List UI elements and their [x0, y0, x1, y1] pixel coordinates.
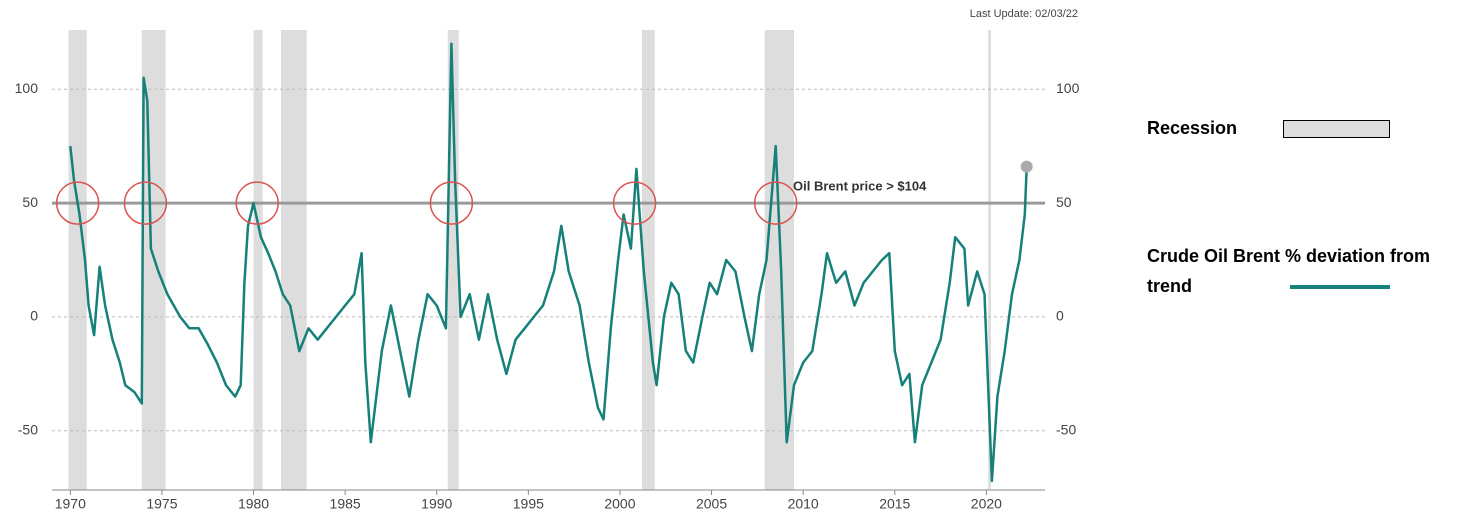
x-tick-label: 2020 [971, 496, 1002, 512]
y-tick-label: 100 [15, 80, 39, 96]
recession [764, 30, 795, 490]
legend-series-swatch [1290, 285, 1390, 289]
x-tick-label: 1985 [330, 496, 361, 512]
highlight-circle [55, 181, 100, 225]
recession [281, 30, 307, 490]
y2-tick-label: 100 [1056, 80, 1080, 96]
x-tick-label: 1980 [238, 496, 269, 512]
x-tick-label: 1975 [146, 496, 177, 512]
recession [988, 30, 991, 490]
x-tick-label: 2010 [788, 496, 819, 512]
x-tick-label: 1995 [513, 496, 544, 512]
highlight-circle [753, 181, 798, 225]
threshold-label: Oil Brent price > $104 [793, 179, 927, 194]
highlight-circle [235, 181, 279, 225]
y-tick-label: 0 [30, 308, 38, 324]
highlight-circle [429, 181, 474, 225]
y2-tick-label: 50 [1056, 194, 1072, 210]
recession [641, 30, 655, 490]
x-tick-label: 2000 [604, 496, 635, 512]
x-tick-label: 2015 [879, 496, 910, 512]
x-tick-label: 1970 [55, 496, 86, 512]
highlight-circle [123, 181, 168, 225]
y2-tick-label: 0 [1056, 308, 1064, 324]
recession [68, 30, 87, 490]
y2-tick-label: -50 [1056, 421, 1076, 437]
x-tick-label: 1990 [421, 496, 452, 512]
legend-recession-swatch [1283, 120, 1390, 138]
highlight-circle [612, 181, 657, 225]
legend-series: Crude Oil Brent % deviation from trend [1147, 246, 1431, 296]
y-tick-label: -50 [18, 421, 38, 437]
x-tick-label: 2005 [696, 496, 727, 512]
legend-recession: Recession [1147, 118, 1238, 138]
recession [253, 30, 263, 490]
y-tick-label: 50 [22, 194, 38, 210]
last-point [1020, 160, 1033, 173]
series-line [69, 42, 1028, 483]
last-update: Last Update: 02/03/22 [970, 8, 1078, 20]
recession [447, 30, 459, 490]
